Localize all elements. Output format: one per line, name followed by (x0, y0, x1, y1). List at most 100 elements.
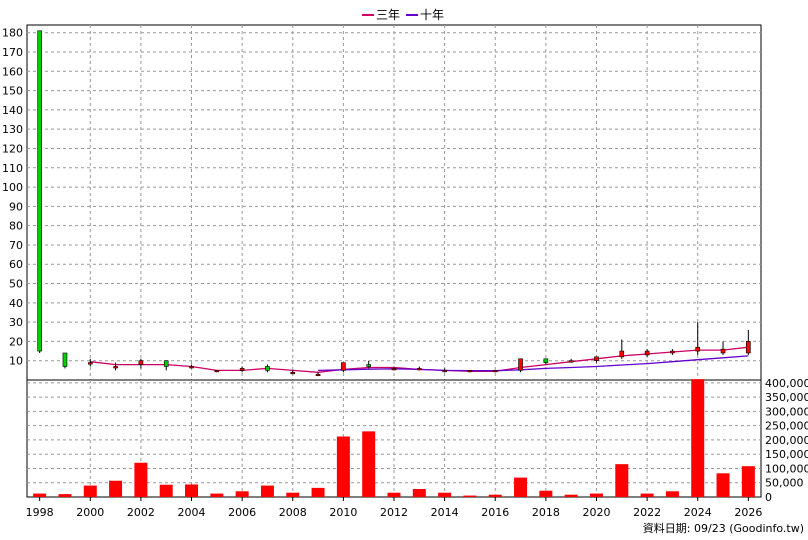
x-tick-label: 2026 (734, 506, 762, 519)
volume-bar (260, 485, 274, 497)
price-tick-label: 90 (9, 200, 23, 213)
price-tick-label: 120 (2, 142, 23, 155)
price-tick-label: 80 (9, 220, 23, 233)
price-tick-label: 140 (2, 104, 23, 117)
candle-body (543, 358, 549, 363)
candle-body (113, 366, 118, 369)
candle-body (644, 350, 650, 356)
volume-bar (159, 484, 173, 497)
volume-bar (362, 431, 376, 497)
x-tick-label: 2004 (178, 506, 206, 519)
candle-body (720, 348, 726, 354)
price-tick-label: 150 (2, 85, 23, 98)
x-tick-label: 2022 (633, 506, 661, 519)
volume-bar (134, 462, 148, 497)
candlestick (113, 362, 118, 371)
candlestick (62, 352, 68, 369)
price-tick-label: 110 (2, 162, 23, 175)
candlestick (442, 368, 447, 373)
candle-body (467, 370, 473, 373)
candle-body (214, 370, 220, 373)
candlestick (239, 366, 245, 373)
candlestick (366, 360, 371, 369)
candlestick (644, 349, 650, 357)
volume-bar (336, 436, 350, 497)
candlestick (163, 360, 169, 371)
volume-bar (438, 492, 452, 497)
candle-body (670, 350, 675, 354)
volume-bar (514, 477, 528, 497)
candle-body (189, 366, 194, 369)
candlestick (341, 362, 346, 373)
candlestick (467, 370, 473, 373)
candle-body (265, 366, 270, 371)
price-tick-label: 20 (9, 335, 23, 348)
volume-bar (412, 489, 426, 497)
volume-bar (58, 494, 72, 497)
x-tick-label: 2008 (279, 506, 307, 519)
volume-tick-label: 0 (765, 491, 772, 504)
candle-body (341, 362, 346, 371)
candlestick (214, 370, 220, 373)
candlestick (189, 364, 194, 369)
volume-bar (387, 492, 401, 497)
candle-body (62, 352, 68, 367)
x-tick-label: 2000 (76, 506, 104, 519)
volume-bar (589, 493, 603, 497)
x-tick-label: 2002 (127, 506, 155, 519)
candlestick (670, 349, 675, 355)
x-tick-label: 2012 (380, 506, 408, 519)
data-date-footer: 資料日期: 09/23 (Goodinfo.tw) (643, 521, 804, 535)
volume-bar (463, 495, 477, 497)
candle-body (391, 368, 397, 371)
volume-tick-label: 400,000 (765, 377, 808, 390)
x-tick-label: 2018 (532, 506, 560, 519)
volume-bar (109, 480, 123, 497)
candle-body (138, 360, 144, 365)
volume-tick-label: 250,000 (765, 420, 808, 433)
price-tick-label: 70 (9, 239, 23, 252)
volume-tick-label: 50,000 (765, 477, 804, 490)
volume-tick-label: 300,000 (765, 405, 808, 418)
candlestick (746, 329, 751, 355)
candlestick (315, 372, 321, 377)
volume-bar (640, 493, 654, 497)
candle-body (746, 341, 751, 354)
price-tick-label: 50 (9, 278, 23, 291)
ma-10y-line (318, 355, 749, 372)
candle-body (695, 346, 701, 352)
candle-body (619, 350, 625, 358)
volume-tick-label: 100,000 (765, 462, 808, 475)
candlestick (87, 358, 93, 367)
price-tick-label: 170 (2, 46, 23, 59)
candle-body (163, 360, 169, 367)
candle-body (594, 356, 599, 362)
x-tick-label: 1998 (26, 506, 54, 519)
x-tick-label: 2010 (329, 506, 357, 519)
candle-body (366, 364, 371, 367)
volume-bar (235, 491, 249, 497)
candlestick (619, 339, 625, 359)
candlestick (37, 30, 42, 353)
candlestick (265, 364, 270, 373)
candle-body (568, 360, 574, 363)
price-tick-label: 60 (9, 258, 23, 271)
price-tick-label: 10 (9, 355, 23, 368)
x-tick-label: 2016 (481, 506, 509, 519)
volume-bar (691, 379, 705, 497)
price-tick-label: 100 (2, 181, 23, 194)
price-tick-label: 130 (2, 123, 23, 136)
x-axis: 1998 2000 2002 2004 2006 2008 2010 2012 2014 2016… (26, 497, 762, 519)
volume-bar (539, 490, 553, 497)
candle-body (518, 358, 523, 371)
price-tick-label: 30 (9, 316, 23, 329)
candlestick (518, 358, 523, 373)
candle-body (442, 370, 447, 373)
candle-body (87, 362, 93, 365)
volume-bar (83, 485, 97, 497)
volume-bar (615, 464, 629, 497)
candle-body (239, 368, 245, 371)
volume-bar (564, 494, 578, 497)
candlestick (391, 366, 397, 371)
